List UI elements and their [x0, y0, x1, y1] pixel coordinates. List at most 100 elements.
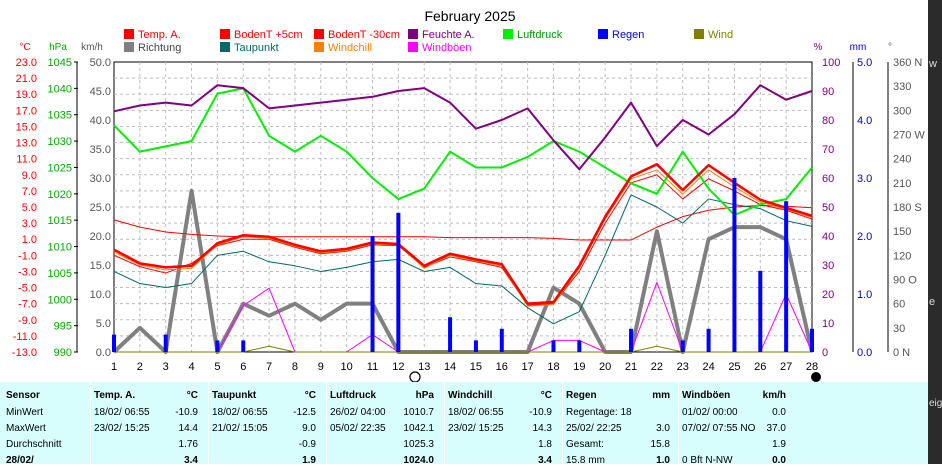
table-header: Temp. A.: [94, 390, 136, 401]
x-tick-label: 28: [806, 361, 818, 373]
side-glyph: w: [929, 58, 937, 70]
side-glyph: eig: [929, 398, 942, 409]
tick-label: 20.0: [90, 231, 111, 243]
tick-label: 1045: [48, 57, 72, 69]
rain-bar: [112, 334, 116, 352]
row-label: 28/02/: [6, 455, 34, 466]
tick-label: 1.0: [22, 234, 37, 246]
tick-label: 7.0: [22, 186, 37, 198]
x-tick-label: 14: [444, 361, 456, 373]
table-cell-value: 1.0: [656, 455, 670, 466]
legend-swatch: [408, 42, 418, 52]
table-divider: [90, 382, 91, 464]
tick-label: 1015: [48, 215, 72, 227]
x-tick-label: 3: [163, 361, 169, 373]
axis-unit-labels: °C hPa km/h% mm °: [19, 42, 892, 53]
table-cell-value: -10.9: [175, 407, 198, 418]
tick-label: 995: [54, 321, 72, 333]
chart-marks: [112, 84, 814, 354]
series-line-taupunkt: [113, 194, 813, 325]
series-line-windchill: [113, 169, 813, 307]
x-tick-label: 12: [392, 361, 404, 373]
legend-swatch: [220, 29, 230, 39]
x-tick-label: 1: [111, 361, 117, 373]
tick-label: 9.0: [22, 170, 37, 182]
rain-bar: [706, 328, 711, 352]
series-line-feuchte: [113, 84, 813, 171]
rain-bar: [758, 270, 763, 352]
tick-label: 300: [893, 105, 911, 117]
tick-label: 0.0: [857, 347, 872, 359]
table-cell-value: 0.0: [772, 455, 786, 466]
tick-label: 1000: [48, 294, 72, 306]
unit-label: km/h: [81, 42, 103, 53]
table-cell-text: 0 Bft N-NW: [682, 455, 733, 466]
table-cell-text: 26/02/ 04:00: [330, 407, 386, 418]
side-glyph: e: [929, 296, 936, 308]
tick-label: 17.0: [16, 105, 37, 117]
x-tick-label: 20: [599, 361, 611, 373]
x-tick-label: 26: [754, 361, 766, 373]
tick-label: 120: [893, 250, 911, 262]
moon-new-icon: [409, 371, 421, 382]
unit-label: hPa: [49, 42, 67, 53]
table-divider: [444, 382, 445, 464]
table-cell-value: 1024.0: [403, 455, 434, 466]
tick-label: 270 W: [893, 130, 925, 142]
table-cell-value: 1010.7: [403, 407, 434, 418]
legend-label: Taupunkt: [234, 42, 279, 54]
tick-label: 1040: [48, 83, 72, 95]
table-divider: [208, 382, 209, 464]
x-tick-label: 4: [188, 361, 194, 373]
table-cell-value: -0.9: [298, 439, 316, 450]
rain-bar: [396, 212, 401, 352]
x-tick-label: 8: [292, 361, 298, 373]
rain-bar: [784, 201, 789, 352]
x-tick-label: 23: [677, 361, 689, 373]
legend-label: Richtung: [138, 42, 181, 54]
x-tick-label: 6: [240, 361, 246, 373]
tick-label: 4.0: [857, 115, 872, 127]
row-label: Durchschnitt: [6, 439, 62, 450]
x-tick-label: 13: [418, 361, 430, 373]
tick-label: 100: [822, 57, 840, 69]
x-tick-label: 11: [367, 361, 378, 373]
legend-label: BodenT +5cm: [234, 29, 303, 41]
rain-bar: [732, 178, 737, 352]
rain-bar: [499, 328, 504, 352]
series-line-bodent-5cm: [113, 174, 813, 306]
series-line-temp-a: [113, 163, 813, 305]
legend-label: Feuchte A.: [422, 29, 475, 41]
tick-label: 40: [822, 231, 834, 243]
tick-label: 1010: [48, 242, 72, 254]
table-header: Windböen: [682, 390, 731, 401]
table-cell-text: Gesamt:: [566, 439, 604, 450]
x-tick-label: 24: [702, 361, 714, 373]
legend-swatch: [314, 29, 324, 39]
tick-label: 15.0: [90, 260, 111, 272]
tick-label: -7.0: [18, 299, 37, 311]
legend-label: Regen: [612, 29, 644, 41]
tick-label: 1020: [48, 189, 72, 201]
row-label: MinWert: [6, 407, 44, 418]
tick-label: 3.0: [857, 173, 872, 185]
series-line-wind: [114, 345, 812, 353]
legend-swatch: [503, 29, 513, 39]
tick-label: 45.0: [90, 86, 111, 98]
table-header-unit: hPa: [415, 390, 434, 401]
legend-label: BodenT -30cm: [328, 29, 400, 41]
tick-label: 10.0: [90, 289, 111, 301]
tick-label: 0: [822, 347, 828, 359]
table-cell-value: 1.9: [772, 439, 786, 450]
table-divider: [562, 382, 563, 464]
table-cell-text: 15.8 mm: [566, 455, 605, 466]
table-cell-value: -12.5: [293, 407, 316, 418]
x-tick-label: 22: [651, 361, 663, 373]
grid: [113, 61, 813, 353]
table-header-unit: °C: [186, 390, 198, 401]
table-header: Luftdruck: [330, 390, 377, 401]
x-tick-label: 17: [522, 361, 534, 373]
tick-label: 10: [822, 318, 834, 330]
x-tick-label: 21: [625, 361, 637, 373]
tick-label: 11.0: [16, 154, 37, 166]
